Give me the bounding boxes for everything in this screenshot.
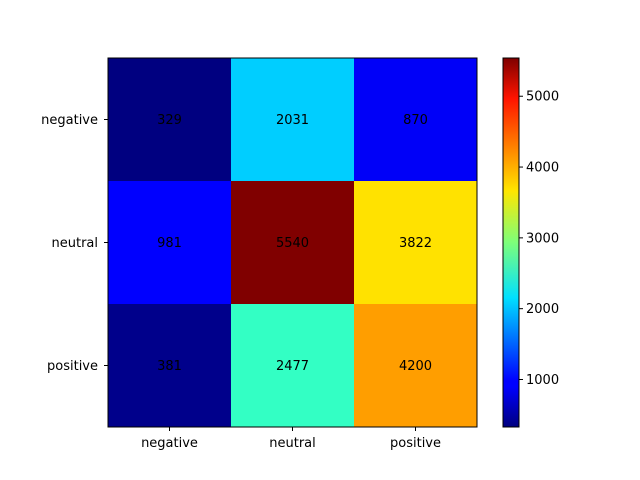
cell-value-label: 870 [403,113,428,128]
x-tick-label: positive [390,436,441,451]
cell-value-label: 329 [157,113,182,128]
cell-value-label: 381 [157,359,182,374]
heatmap-area: 329 2031 870 981 5540 3822 381 2477 4200 negative… [41,57,478,451]
cell-value-label: 3822 [399,236,432,251]
y-tick-label: neutral [52,236,99,251]
y-tick-label: negative [41,113,98,128]
colorbar-gradient [503,58,519,427]
colorbar: 1000 2000 3000 4000 5000 [502,57,559,428]
colorbar-tick-label: 5000 [526,90,559,105]
colorbar-tick-label: 4000 [526,161,559,176]
y-tick-label: positive [47,359,98,374]
colorbar-tick-label: 3000 [526,231,559,246]
x-tick-label: negative [141,436,198,451]
cell-value-label: 981 [157,236,182,251]
heatmap-cell-negative-neutral [231,58,354,181]
heatmap-cell-positive-negative [108,304,231,427]
colorbar-frame [502,57,520,428]
heatmap-cell-negative-positive [354,58,477,181]
cell-value-label: 2477 [276,359,309,374]
heatmap-cell-negative-negative [108,58,231,181]
heatmap-cell-positive-neutral [231,304,354,427]
colorbar-tick-label: 2000 [526,302,559,317]
heatmap-cell-neutral-positive [354,181,477,304]
x-tick-label: neutral [269,436,316,451]
cell-value-label: 4200 [399,359,432,374]
cell-value-label: 5540 [276,236,309,251]
heatmap-cell-neutral-neutral [231,181,354,304]
colorbar-tick-label: 1000 [526,373,559,388]
cell-value-label: 2031 [276,113,309,128]
heatmap-cell-neutral-negative [108,181,231,304]
heatmap-cell-positive-positive [354,304,477,427]
